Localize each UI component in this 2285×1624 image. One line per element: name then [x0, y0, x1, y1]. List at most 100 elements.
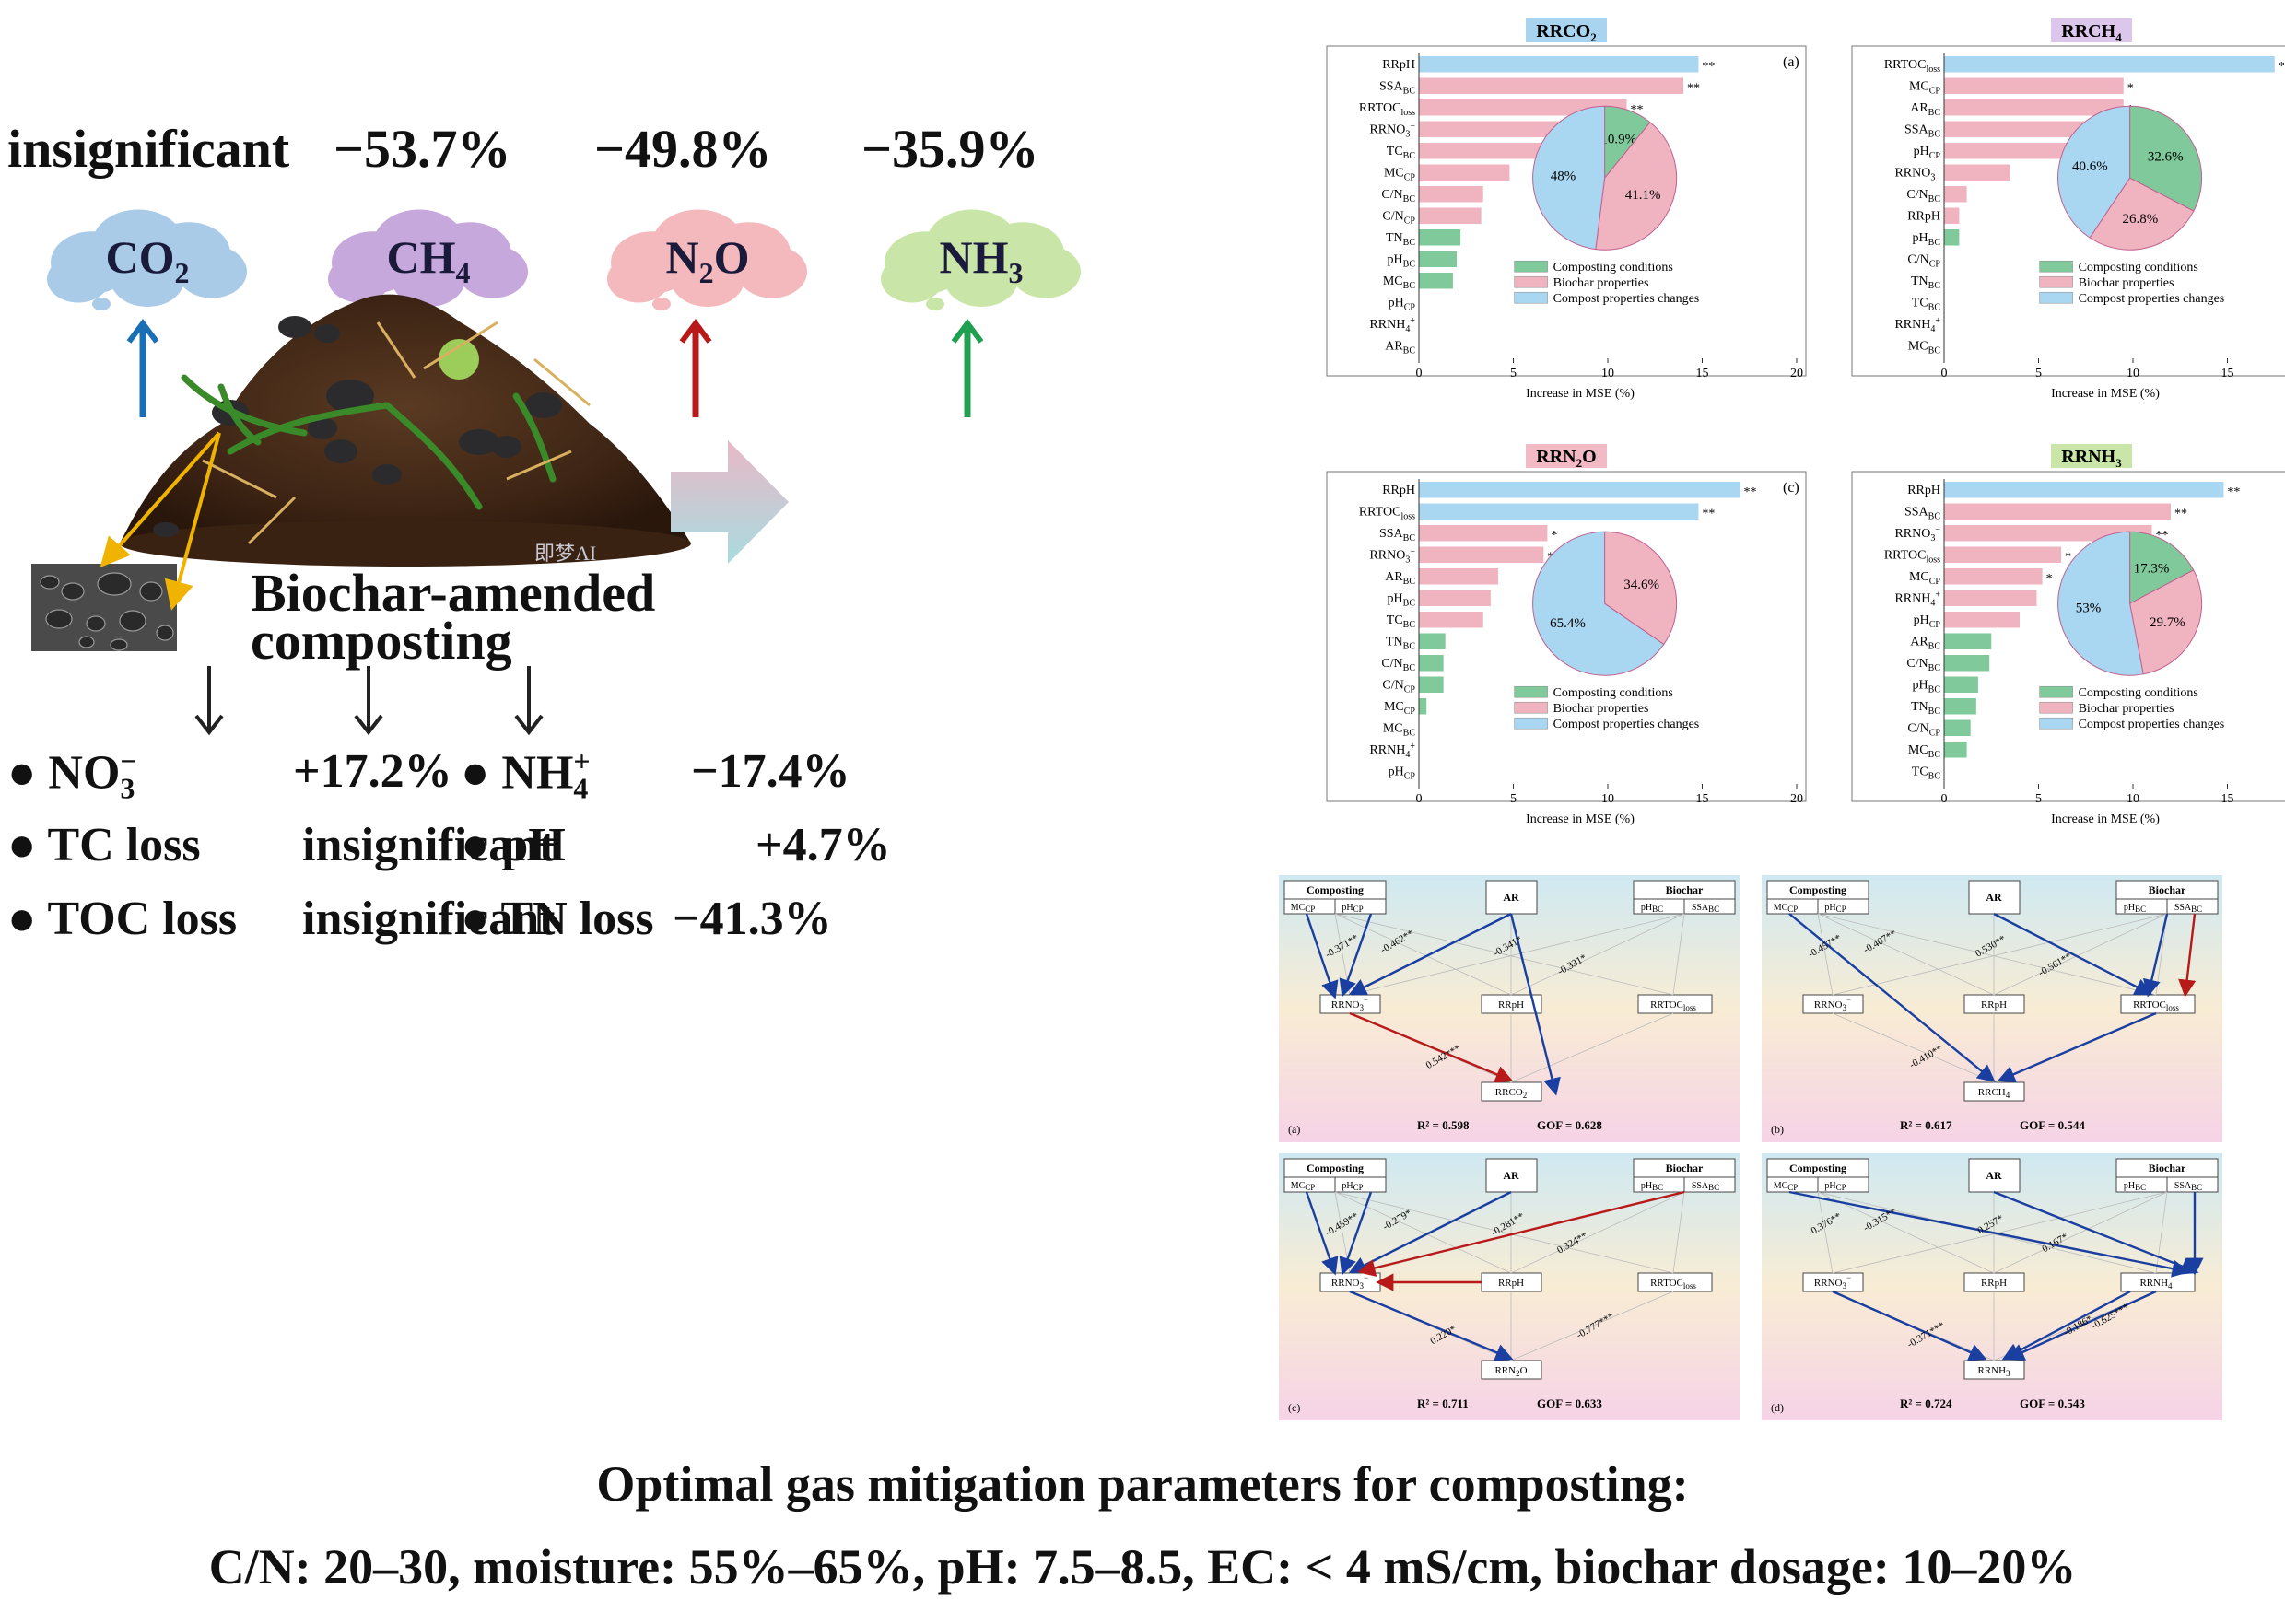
sem-ph-label: pHCP: [1824, 1181, 1846, 1192]
sem-biochar-label: Biochar: [2149, 1162, 2186, 1174]
gas-cloud-0: [47, 209, 247, 310]
sem-panel-label: (b): [1771, 1123, 1784, 1136]
sem-target-label: RRN2O: [1494, 1365, 1527, 1378]
legend-swatch: [2039, 275, 2073, 288]
sem-path: [1788, 913, 1996, 1083]
legend-swatch: [1514, 717, 1548, 730]
chart-category-label: RRNO3−: [1369, 546, 1415, 565]
footer-parameters: C/N: 20–30, moisture: 55%–65%, pH: 7.5–8…: [208, 1539, 2077, 1595]
legend-label: Biochar properties: [2079, 702, 2174, 716]
sem-rrph-label: RRpH: [1498, 1278, 1524, 1289]
list-item-value: insignificant: [302, 893, 556, 945]
sem-ssa-box: [1683, 1176, 1736, 1193]
sem-ar-label: AR: [1503, 1169, 1519, 1182]
chart-bar: [1419, 612, 1483, 628]
gas-cloud-1: [328, 209, 528, 310]
chart-bar: [1419, 229, 1461, 246]
gas-cloud-2: [607, 209, 807, 310]
chart-tick-label: 15: [1696, 367, 1709, 380]
chart-x-axis-label: Increase in MSE (%): [2051, 812, 2160, 826]
chart-bar: [1419, 676, 1444, 693]
sem-panel-label: (d): [1771, 1401, 1784, 1414]
list-item-value: +4.7%: [756, 819, 891, 871]
chart-bar: [1944, 482, 2224, 498]
sem-path: [1997, 1011, 2157, 1083]
list-item: ● TN loss −41.3%: [461, 892, 1179, 965]
sem-r2: R² = 0.598: [1417, 1118, 1470, 1132]
pie-slice-label: 32.6%: [2148, 150, 2184, 165]
chart-tick-label: 5: [1510, 792, 1517, 806]
chart-bar: [1419, 99, 1627, 116]
importance-chart-1: RRCH4RRTOCloss**MCCP*ARBC*SSABC*pHCPRRNO…: [1851, 18, 2285, 401]
legend-swatch: [1514, 275, 1548, 288]
gas-arrow-2: [679, 319, 712, 417]
chart-bar: [1944, 676, 1978, 693]
sem-target-label: RRCH4: [1978, 1087, 2010, 1100]
chart-category-label: RRpH: [1907, 209, 1940, 223]
sem-ar-label: AR: [1986, 891, 2002, 904]
list-item: ● NO3− +17.2%: [7, 744, 726, 818]
chart-panel-label: (a): [1783, 54, 1799, 70]
sem-path: [1339, 913, 1373, 998]
gas-change-3: −35.9%: [861, 119, 1039, 179]
sem-ar-box: [1968, 880, 2021, 915]
chart-significance: **: [2279, 60, 2285, 74]
sem-ph-label: pHCP: [1342, 903, 1363, 914]
list-item-value: insignificant: [302, 819, 556, 871]
legend-swatch: [2039, 717, 2073, 730]
list-item: ● TOC loss insignificant: [7, 892, 726, 965]
gas-change-1: −53.7%: [334, 119, 511, 179]
chart-category-label: RRNH4+: [1369, 742, 1415, 760]
chart-tick-label: 0: [1941, 792, 1948, 806]
sem-target-label: RRNH3: [1977, 1365, 2010, 1378]
compost-changes-right: ● NH4+ −17.4% ● pH +4.7% ● TN loss −41.3%: [461, 744, 1179, 965]
gas-label-1: CH4: [386, 231, 471, 289]
chart-tick-label: 10: [1601, 367, 1614, 380]
chart-tick-label: 0: [1941, 367, 1948, 380]
sem-rrph-label: RRpH: [1981, 1278, 2007, 1289]
pie-slice-label: 29.7%: [2150, 615, 2185, 630]
chart-x-axis-label: Increase in MSE (%): [1526, 387, 1635, 401]
sem-path: [1993, 1190, 2199, 1275]
sem-ph-label: pHCP: [1824, 903, 1846, 914]
chart-bar: [1944, 633, 1992, 649]
sem-mc-label: MCCP: [1774, 903, 1799, 914]
chart-category-label: RRNH4+: [1894, 316, 1940, 334]
legend-label: Composting conditions: [2079, 261, 2198, 275]
chart-bar: [1419, 698, 1427, 715]
sem-ar-box: [1485, 1158, 1538, 1193]
chart-tick-label: 15: [1696, 792, 1709, 806]
legend-swatch: [1514, 685, 1548, 698]
chart-tick-label: 5: [2035, 792, 2042, 806]
chart-category-label: RRNO3−: [1894, 164, 1940, 182]
sem-ph-box: [1817, 898, 1869, 915]
sem-mid-box: [1637, 1272, 1713, 1292]
chart-significance: **: [1687, 81, 1700, 95]
pie-slice-label: 65.4%: [1550, 616, 1586, 631]
list-item-value: −41.3%: [673, 893, 832, 945]
chart-tick-label: 5: [2035, 367, 2042, 380]
chart-panel-label: (c): [1783, 480, 1799, 496]
sem-path: [1339, 1191, 1373, 1276]
legend-label: Composting conditions: [2079, 686, 2198, 700]
chart-tick-label: 10: [1601, 792, 1614, 806]
chart-bar: [1944, 742, 1967, 758]
sem-ar-box: [1968, 1158, 2021, 1193]
chart-bar: [1419, 546, 1544, 563]
sem-gof: GOF = 0.633: [1537, 1396, 1602, 1410]
chart-bar: [1944, 655, 1990, 672]
biochar-sem-micrograph: [31, 564, 177, 651]
gas-change-0: insignificant: [7, 119, 290, 179]
chart-bar: [1419, 56, 1699, 73]
legend-label: Compost properties changes: [2079, 718, 2225, 731]
pie-slice-label: 40.6%: [2072, 159, 2108, 174]
legend-swatch: [2039, 685, 2073, 698]
chart-tick-label: 5: [1510, 367, 1517, 380]
chart-title-bg: [1526, 18, 1607, 42]
chart-bar: [1944, 612, 2020, 628]
sem-ar-label: AR: [1503, 891, 1519, 904]
chart-significance: *: [1551, 529, 1557, 543]
